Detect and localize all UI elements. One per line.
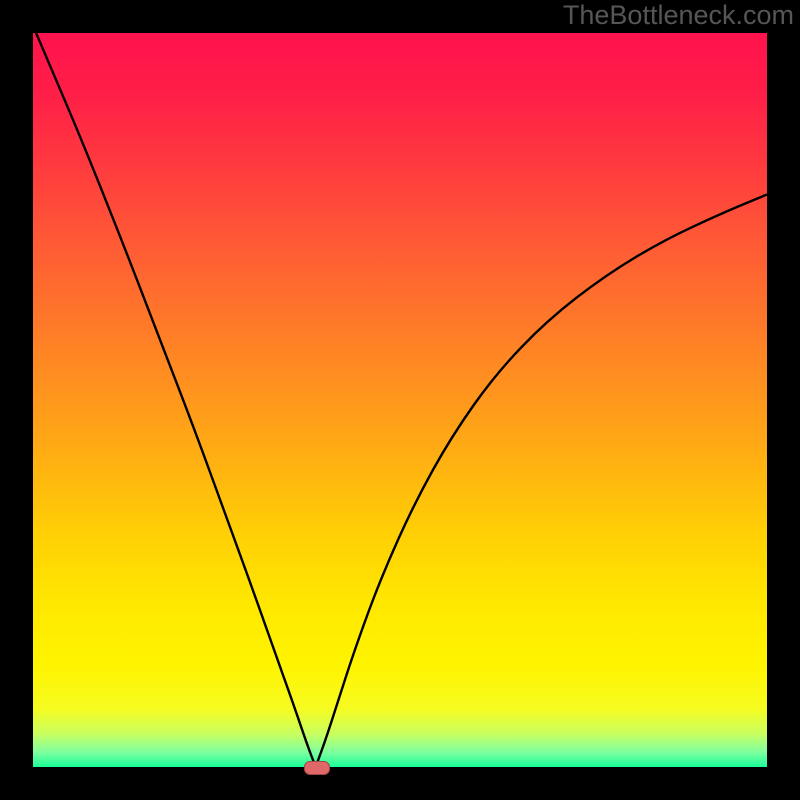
curve-overlay [33,33,767,767]
minimum-marker [304,761,330,775]
curve-left-branch [33,33,316,767]
plot-area [33,33,767,767]
curve-right-branch [316,194,767,767]
watermark-text: TheBottleneck.com [563,0,794,31]
chart-container: TheBottleneck.com [0,0,800,800]
